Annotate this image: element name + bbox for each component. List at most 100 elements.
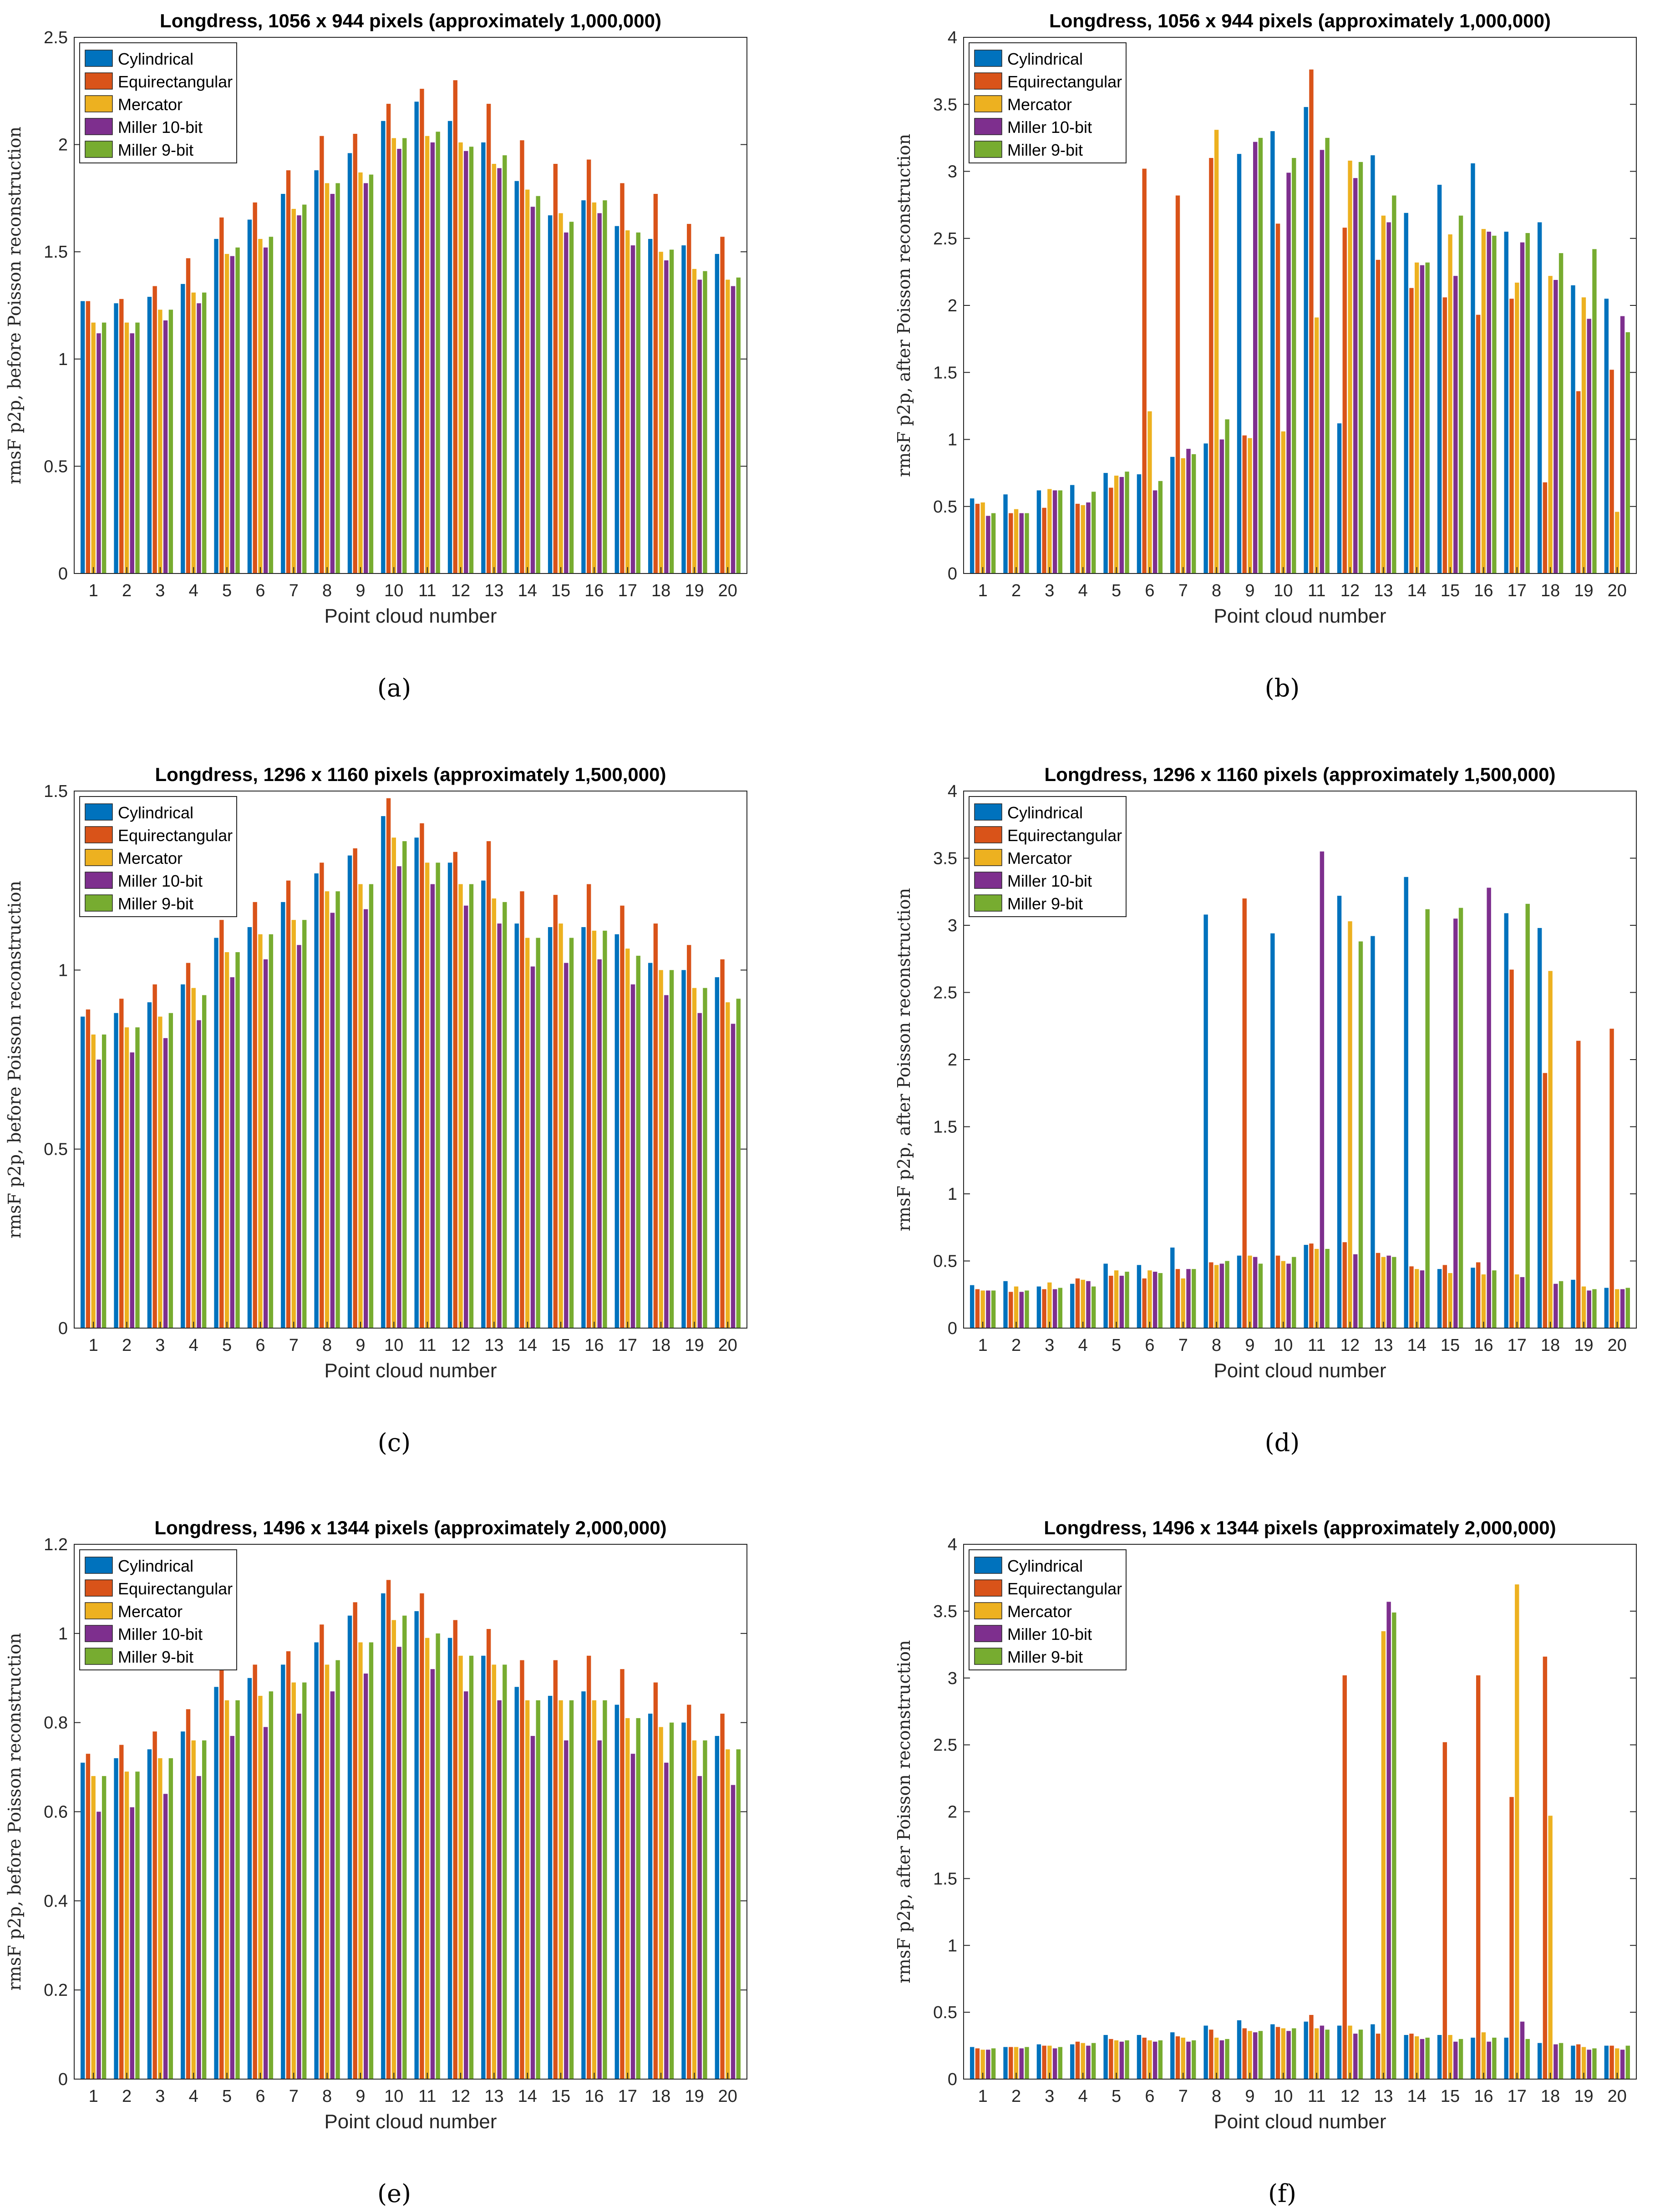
bar-miller-9-bit-3: [168, 1758, 173, 2079]
bar-miller-10-bit-20: [1620, 1289, 1625, 1328]
bar-cylindrical-10: [1270, 2024, 1275, 2079]
legend-label: Miller 10-bit: [1007, 872, 1092, 890]
bar-miller-10-bit-1: [986, 1290, 990, 1328]
bar-mercator-15: [1448, 234, 1452, 573]
x-tick-label: 1: [978, 581, 988, 600]
bar-cylindrical-14: [1404, 877, 1408, 1328]
bar-miller-10-bit-2: [130, 1807, 134, 2079]
bar-equirectangular-19: [687, 1705, 691, 2079]
bar-miller-9-bit-5: [1125, 472, 1129, 573]
bar-mercator-19: [692, 988, 697, 1328]
bar-miller-10-bit-17: [1520, 242, 1525, 573]
bar-equirectangular-11: [1309, 69, 1314, 574]
bar-cylindrical-8: [314, 873, 319, 1328]
bar-mercator-18: [659, 1727, 663, 2079]
bar-equirectangular-14: [520, 140, 524, 573]
bar-equirectangular-2: [1009, 2047, 1013, 2079]
legend-swatch-miller-9-bit: [974, 141, 1002, 158]
legend-label: Miller 9-bit: [118, 894, 193, 913]
bar-mercator-20: [726, 1749, 730, 2079]
bar-miller-10-bit-2: [130, 1052, 134, 1328]
bar-equirectangular-2: [1009, 513, 1013, 573]
bar-equirectangular-17: [1509, 1797, 1514, 2079]
bar-equirectangular-1: [975, 503, 980, 573]
legend-label: Miller 10-bit: [118, 118, 203, 137]
bar-miller-9-bit-17: [636, 1718, 640, 2080]
x-tick-label: 8: [322, 581, 332, 600]
bar-miller-9-bit-5: [1125, 2040, 1129, 2079]
bar-mercator-14: [525, 938, 530, 1328]
x-tick-label: 16: [584, 581, 604, 600]
bar-mercator-8: [325, 183, 330, 573]
y-tick-label: 1: [58, 350, 68, 369]
x-tick-label: 16: [1474, 2087, 1493, 2106]
y-tick-label: 3: [948, 916, 957, 935]
y-tick-label: 0.4: [44, 1892, 68, 1911]
bar-cylindrical-2: [1003, 2047, 1008, 2079]
bar-equirectangular-3: [152, 984, 157, 1328]
bar-miller-10-bit-17: [630, 1754, 635, 2079]
bar-equirectangular-15: [1442, 1265, 1447, 1328]
bar-mercator-3: [158, 1758, 162, 2079]
panel-caption: (f): [1268, 2179, 1296, 2208]
bar-miller-9-bit-18: [1558, 2043, 1564, 2079]
x-tick-label: 11: [1308, 581, 1325, 600]
bar-cylindrical-20: [715, 254, 720, 573]
bar-mercator-16: [592, 1700, 597, 2079]
x-tick-label: 7: [289, 581, 299, 600]
x-tick-label: 8: [1212, 2087, 1221, 2106]
bar-mercator-1: [91, 1034, 96, 1328]
bar-miller-10-bit-14: [1420, 265, 1425, 573]
bar-equirectangular-16: [586, 1655, 591, 2079]
bar-mercator-5: [1114, 1270, 1119, 1328]
x-tick-label: 1: [978, 1336, 988, 1355]
bar-miller-9-bit-7: [1192, 454, 1196, 573]
bar-cylindrical-12: [1337, 423, 1342, 573]
bar-equirectangular-16: [1476, 315, 1481, 573]
legend-swatch-equirectangular: [85, 1579, 113, 1597]
bar-miller-10-bit-3: [163, 1038, 168, 1328]
bar-mercator-19: [1581, 1286, 1586, 1328]
bar-miller-10-bit-14: [1420, 1270, 1425, 1328]
bar-cylindrical-15: [1437, 184, 1442, 573]
bar-miller-10-bit-3: [163, 1794, 168, 2079]
bar-cylindrical-9: [1237, 2020, 1242, 2079]
bar-miller-10-bit-2: [1019, 2048, 1024, 2079]
bar-equirectangular-8: [1209, 158, 1213, 573]
bar-miller-9-bit-18: [669, 970, 674, 1328]
bar-mercator-11: [425, 136, 430, 573]
x-tick-label: 8: [1212, 581, 1221, 600]
y-tick-label: 0.5: [933, 1252, 957, 1271]
bar-cylindrical-18: [1537, 928, 1542, 1328]
y-tick-label: 2.5: [933, 984, 957, 1003]
bar-miller-10-bit-6: [1152, 1272, 1157, 1328]
y-tick-label: 1: [948, 431, 957, 450]
legend-swatch-cylindrical: [85, 50, 113, 67]
bar-mercator-13: [1381, 1257, 1386, 1328]
bar-miller-10-bit-20: [1620, 316, 1625, 573]
bar-mercator-18: [1548, 971, 1553, 1328]
bar-miller-9-bit-4: [202, 995, 207, 1328]
bar-mercator-8: [1214, 2037, 1219, 2079]
bar-mercator-10: [1281, 2028, 1286, 2080]
bar-equirectangular-9: [353, 1602, 357, 2079]
x-tick-label: 13: [484, 1336, 503, 1355]
bar-equirectangular-1: [86, 301, 91, 573]
bar-mercator-12: [1348, 2025, 1352, 2079]
bar-equirectangular-7: [286, 1651, 291, 2079]
bar-miller-10-bit-6: [263, 959, 268, 1328]
bar-miller-9-bit-5: [235, 247, 240, 573]
bar-miller-9-bit-1: [991, 1290, 996, 1328]
bar-miller-9-bit-16: [1492, 1270, 1497, 1328]
bar-cylindrical-2: [114, 1758, 118, 2079]
bar-cylindrical-17: [1504, 2037, 1508, 2079]
bar-mercator-4: [1081, 505, 1085, 573]
bar-cylindrical-16: [1471, 2037, 1475, 2079]
bar-cylindrical-11: [1304, 107, 1308, 573]
bar-miller-9-bit-11: [436, 1633, 440, 2079]
bar-cylindrical-9: [347, 855, 352, 1328]
bar-equirectangular-17: [1509, 969, 1514, 1328]
bar-equirectangular-13: [1376, 259, 1381, 573]
x-tick-label: 14: [1407, 1336, 1426, 1355]
bar-equirectangular-7: [286, 170, 291, 573]
